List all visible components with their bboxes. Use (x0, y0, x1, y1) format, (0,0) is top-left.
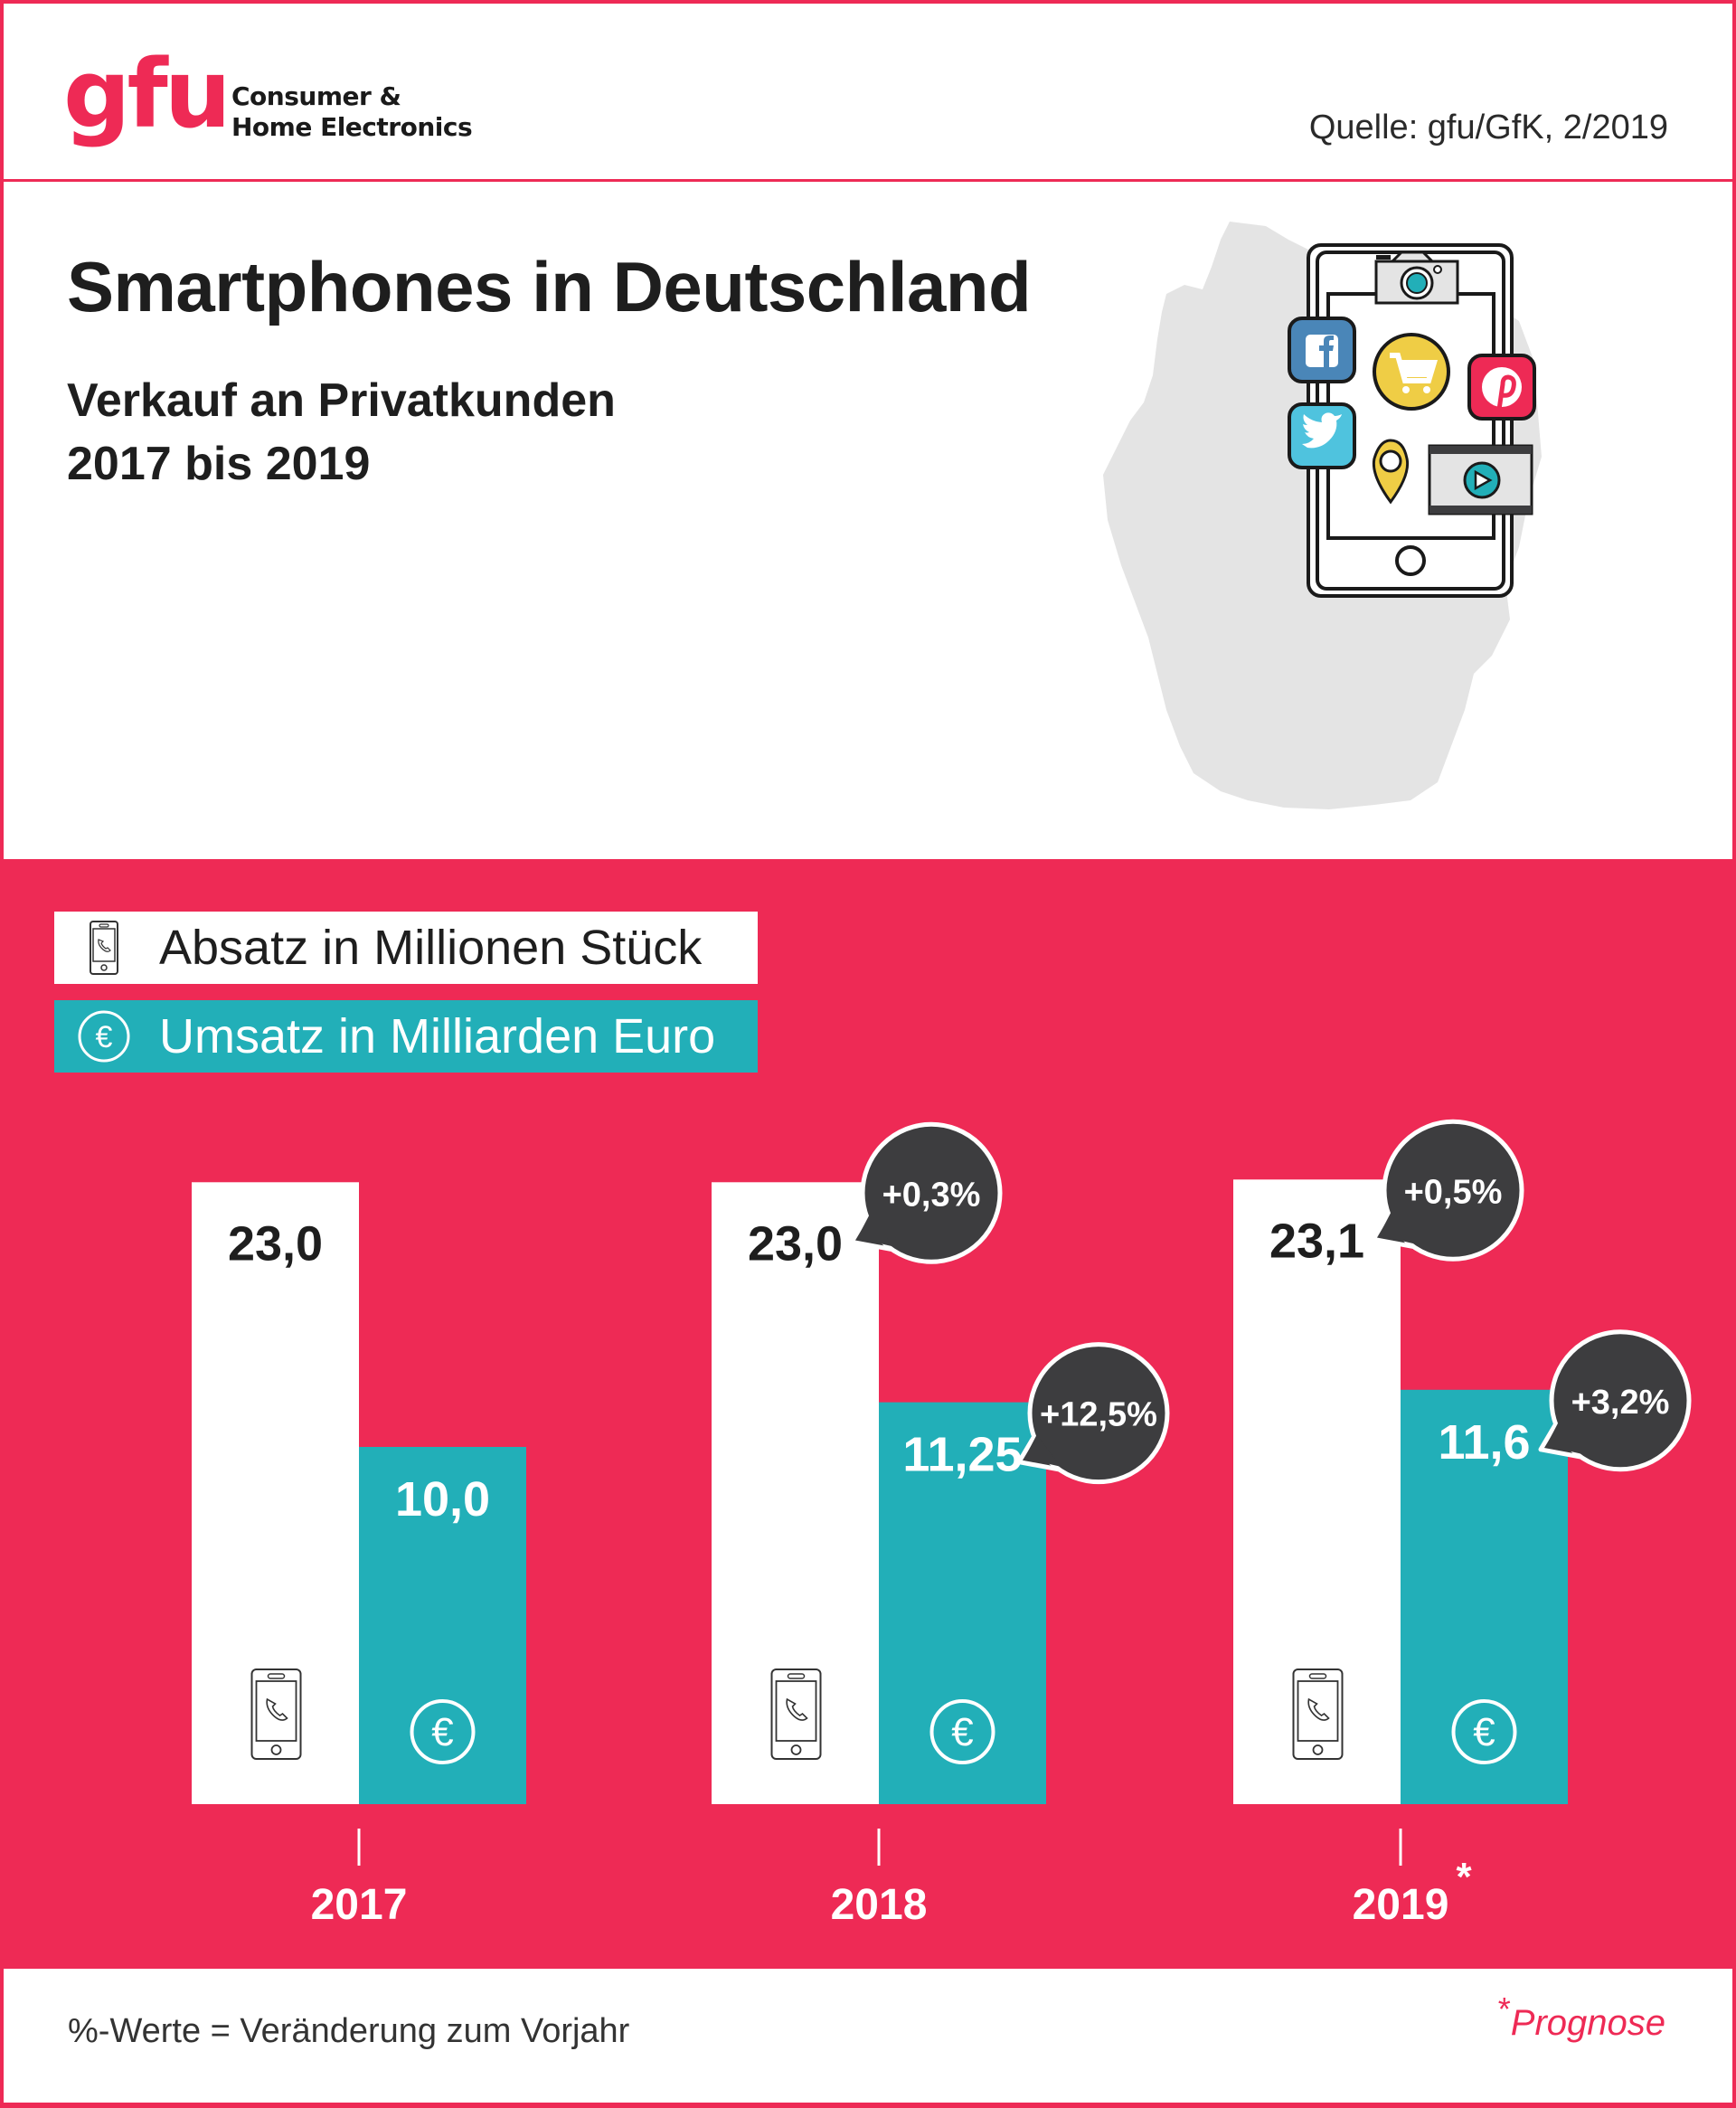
video-play-icon (1428, 444, 1533, 515)
logo-subtitle: Consumer & Home Electronics (231, 81, 473, 143)
shopping-cart-icon (1373, 333, 1450, 411)
source-text: Quelle: gfu/GfK, 2/2019 (1308, 109, 1668, 147)
subtitle-line2: 2017 bis 2019 (67, 438, 371, 490)
smartphone-illustration (1103, 222, 1542, 809)
logo-subtitle-line2: Home Electronics (231, 112, 473, 142)
pinterest-icon (1467, 354, 1536, 421)
subtitle-line1: Verkauf an Privatkunden (67, 374, 616, 427)
footnote: %-Werte = Veränderung zum Vorjahr (68, 2012, 630, 2050)
euro-icon: € (72, 1005, 136, 1068)
legend-units-label: Absatz in Millionen Stück (159, 921, 703, 975)
header-divider (4, 179, 1732, 182)
prognose-asterisk: * (1497, 1990, 1511, 2028)
legend-revenue-label: Umsatz in Milliarden Euro (159, 1009, 716, 1063)
twitter-icon (1288, 402, 1356, 469)
location-pin-icon (1372, 439, 1410, 505)
svg-text:€: € (96, 1020, 113, 1054)
page-title: Smartphones in Deutschland (67, 247, 1032, 326)
legend-item-units: Absatz in Millionen Stück (54, 912, 758, 984)
page-subtitle: Verkauf an Privatkunden 2017 bis 2019 (67, 369, 616, 496)
logo-subtitle-line1: Consumer & (231, 81, 401, 111)
prognose-note: *Prognose (1498, 1990, 1665, 2044)
smartphone-icon (72, 916, 136, 979)
prognose-label: Prognose (1510, 2003, 1665, 2043)
legend-item-revenue: € Umsatz in Milliarden Euro (54, 1000, 758, 1073)
camera-icon (1374, 251, 1459, 305)
gfu-logo: gfu (63, 39, 231, 149)
facebook-icon (1288, 317, 1356, 383)
